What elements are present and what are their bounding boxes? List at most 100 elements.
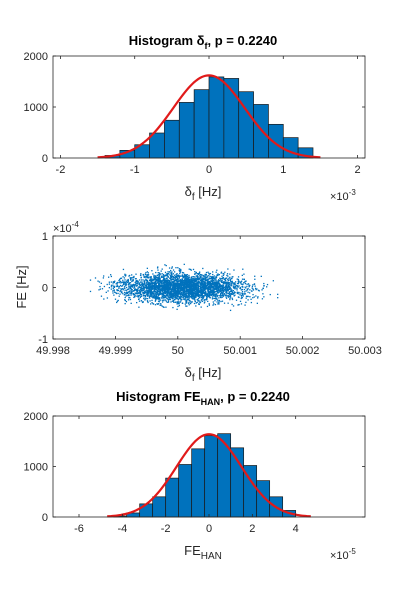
scatter-point — [134, 281, 136, 284]
scatter-point — [215, 293, 217, 295]
scatter-point — [162, 285, 165, 287]
scatter-point — [169, 288, 171, 291]
scatter-point — [196, 290, 198, 292]
scatter-point — [155, 286, 158, 289]
scatter-point — [128, 297, 130, 299]
scatter-point — [158, 297, 161, 300]
scatter-point — [147, 294, 149, 297]
scatter-point — [173, 279, 176, 282]
scatter-point — [218, 299, 221, 302]
scatter-point — [180, 291, 183, 294]
scatter-point — [148, 295, 150, 297]
scatter-point — [188, 281, 190, 284]
scatter-point — [226, 282, 228, 284]
scatter-point — [185, 280, 187, 283]
scatter-point — [178, 298, 180, 301]
scatter-point — [219, 286, 221, 289]
scatter-point — [223, 289, 226, 291]
scatter-point — [172, 269, 175, 271]
scatter-point — [134, 293, 136, 296]
scatter-point — [229, 294, 232, 297]
scatter-point — [173, 285, 176, 287]
scatter-point — [130, 302, 132, 305]
scatter-point — [189, 295, 192, 298]
scatter-point — [122, 281, 124, 283]
scatter-point — [159, 287, 161, 289]
scatter-x-tick-label: 49.998 — [36, 345, 70, 357]
scatter-point — [185, 292, 188, 294]
scatter-point — [202, 298, 204, 300]
scatter-point — [160, 270, 162, 272]
scatter-point — [116, 301, 118, 304]
scatter-x-tick-label: 50.001 — [223, 345, 257, 357]
scatter-point — [251, 287, 253, 289]
scatter-point — [153, 292, 155, 295]
scatter-point — [194, 298, 196, 300]
scatter-point — [197, 273, 200, 275]
scatter-point — [197, 289, 200, 291]
scatter-point — [180, 283, 182, 285]
scatter-point — [225, 277, 228, 279]
scatter-point — [208, 290, 210, 292]
scatter-point — [175, 276, 177, 278]
scatter-point — [234, 288, 236, 290]
scatter-point — [205, 271, 208, 274]
scatter-point — [237, 286, 239, 288]
scatter-point — [157, 300, 160, 302]
scatter-point — [152, 293, 154, 296]
scatter-point — [137, 296, 139, 298]
histogram-fe-han-x-multiplier: ×10-5 — [330, 547, 356, 562]
scatter-point — [221, 296, 224, 298]
scatter-point — [125, 286, 128, 289]
scatter-point — [175, 289, 177, 291]
scatter-point — [205, 290, 207, 293]
scatter-point — [184, 285, 186, 288]
scatter-point — [153, 277, 156, 280]
scatter-point — [192, 298, 194, 300]
scatter-point — [188, 277, 190, 279]
scatter-point — [229, 285, 231, 287]
scatter-point — [241, 292, 244, 294]
scatter-point — [216, 286, 218, 289]
scatter-point — [222, 294, 225, 296]
scatter-point — [209, 283, 212, 285]
scatter-point — [150, 294, 152, 296]
scatter-point — [245, 280, 247, 282]
scatter-point — [233, 282, 236, 284]
scatter-point — [138, 282, 141, 284]
scatter-point — [262, 293, 264, 295]
scatter-point — [166, 282, 168, 284]
scatter-point — [213, 285, 215, 288]
scatter-point — [167, 290, 170, 292]
scatter-point — [193, 280, 195, 282]
scatter-point — [255, 295, 257, 297]
scatter-point — [193, 297, 196, 299]
scatter-point — [197, 287, 199, 289]
scatter-point — [221, 288, 224, 291]
scatter-point — [168, 284, 170, 286]
scatter-point — [143, 291, 145, 293]
scatter-point — [137, 295, 140, 297]
scatter-point — [173, 299, 176, 301]
scatter-point — [106, 283, 108, 286]
scatter-point — [164, 292, 166, 295]
scatter-point — [277, 293, 279, 296]
scatter-point — [197, 280, 200, 283]
scatter-point — [148, 285, 150, 287]
scatter-point — [190, 288, 193, 290]
scatter-point — [138, 295, 141, 297]
scatter-point — [101, 288, 104, 290]
scatter-point — [180, 300, 182, 302]
scatter-point — [163, 281, 166, 284]
scatter-point — [143, 280, 145, 282]
scatter-point — [261, 298, 264, 300]
histogram-delta-f-x-tick-label: 2 — [355, 164, 361, 176]
histogram-fe-han-title: Histogram FEHAN, p = 0.2240 — [116, 389, 290, 407]
scatter-point — [197, 294, 199, 296]
scatter-point — [175, 282, 178, 284]
scatter-point — [203, 281, 205, 283]
scatter-point — [207, 278, 209, 281]
scatter-point — [169, 286, 171, 288]
scatter-point — [139, 281, 142, 283]
scatter-point — [128, 281, 130, 284]
